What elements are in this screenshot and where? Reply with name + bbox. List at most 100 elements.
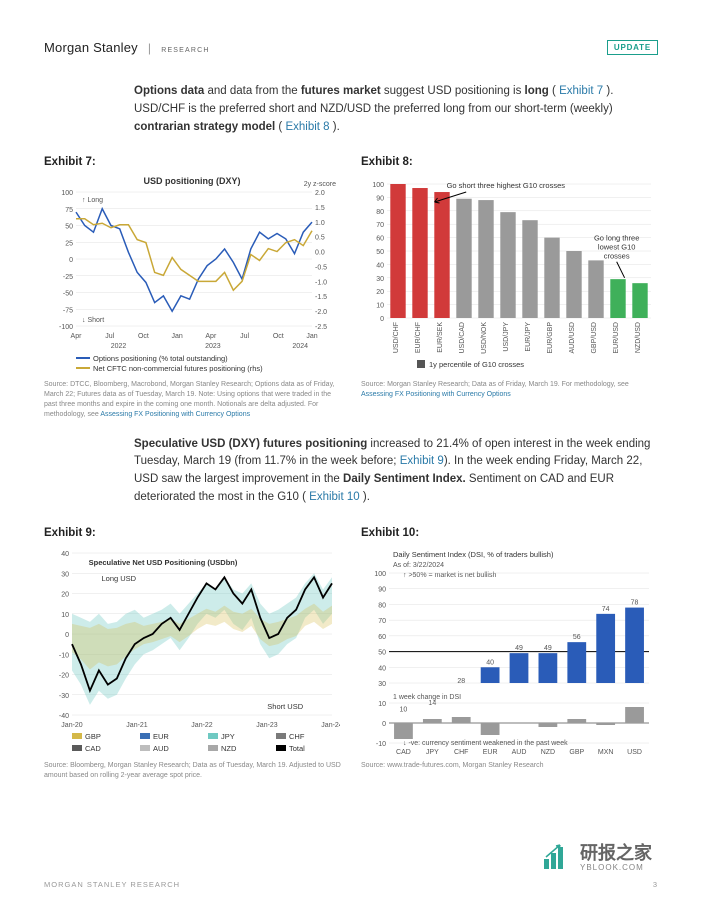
watermark: 研报之家 YBLOOK.COM: [544, 839, 652, 872]
svg-text:2022: 2022: [111, 343, 127, 350]
svg-text:Jan-20: Jan-20: [61, 722, 83, 729]
exhibit-8: Exhibit 8: 0102030405060708090100USD/CHF…: [361, 156, 658, 419]
link-exhibit-7[interactable]: Exhibit 7: [559, 85, 603, 97]
svg-text:0: 0: [69, 257, 73, 264]
link-exhibit-10[interactable]: Exhibit 10: [309, 491, 360, 503]
svg-text:0: 0: [382, 721, 386, 728]
svg-text:90: 90: [376, 196, 384, 203]
svg-text:EUR: EUR: [483, 749, 498, 755]
exhibit-7-source: Source: DTCC, Bloomberg, Macrobond, Morg…: [44, 380, 341, 419]
svg-text:40: 40: [376, 263, 384, 270]
svg-text:60: 60: [376, 236, 384, 243]
svg-text:40: 40: [378, 665, 386, 672]
svg-text:0: 0: [65, 632, 69, 639]
svg-text:JPY: JPY: [426, 749, 439, 755]
svg-text:CHF: CHF: [454, 749, 468, 755]
svg-text:1 week change in DSI: 1 week change in DSI: [393, 694, 461, 701]
svg-text:Jan-24: Jan-24: [321, 722, 340, 729]
svg-text:CAD: CAD: [396, 749, 411, 755]
brand-divider: |: [148, 41, 151, 55]
svg-text:70: 70: [376, 223, 384, 230]
svg-text:10: 10: [61, 612, 69, 619]
svg-text:30: 30: [376, 276, 384, 283]
svg-text:-0.5: -0.5: [315, 265, 327, 272]
p2-bold1: Speculative USD (DXY) futures positionin…: [134, 438, 367, 450]
svg-text:75: 75: [65, 207, 73, 214]
svg-text:2y z-score: 2y z-score: [304, 181, 336, 188]
exhibit-8-title: Exhibit 8:: [361, 156, 658, 168]
chart-ex8: 0102030405060708090100USD/CHFEUR/CHFEUR/…: [361, 174, 657, 374]
svg-text:0: 0: [380, 316, 384, 323]
svg-text:USD positioning (DXY): USD positioning (DXY): [144, 176, 241, 186]
exhibit-9-source: Source: Bloomberg, Morgan Stanley Resear…: [44, 761, 341, 781]
svg-text:Oct: Oct: [138, 333, 149, 340]
svg-text:74: 74: [602, 606, 610, 613]
svg-text:28: 28: [457, 678, 465, 685]
svg-text:↓ Short: ↓ Short: [82, 317, 104, 324]
svg-text:49: 49: [544, 645, 552, 652]
page-number: 3: [653, 880, 658, 889]
exhibit-9-title: Exhibit 9:: [44, 527, 341, 539]
svg-text:NZD/USD: NZD/USD: [635, 322, 642, 353]
svg-text:AUD/USD: AUD/USD: [569, 322, 576, 354]
svg-text:1.0: 1.0: [315, 220, 325, 227]
chart-ex9: -40-30-20-10010203040Jan-20Jan-21Jan-22J…: [44, 545, 340, 755]
svg-text:-50: -50: [63, 291, 73, 298]
p1-bold1: Options data: [134, 85, 204, 97]
svg-text:-75: -75: [63, 308, 73, 315]
p2-bold2: Daily Sentiment Index.: [343, 473, 466, 485]
svg-text:↑ Long: ↑ Long: [82, 197, 103, 204]
svg-text:Long USD: Long USD: [101, 574, 136, 583]
svg-text:Go long threelowest G10crosses: Go long threelowest G10crosses: [594, 234, 639, 261]
svg-text:↓ -ve: currency sentiment weak: ↓ -ve: currency sentiment weakened in th…: [403, 740, 568, 747]
svg-text:56: 56: [573, 634, 581, 641]
svg-text:GBP: GBP: [569, 749, 584, 755]
watermark-sub: YBLOOK.COM: [580, 863, 652, 872]
paragraph-2: Speculative USD (DXY) futures positionin…: [134, 436, 658, 507]
svg-text:USD/JPY: USD/JPY: [503, 322, 510, 352]
svg-text:Options positioning (% total o: Options positioning (% total outstanding…: [93, 354, 228, 363]
svg-text:As of: 3/22/2024: As of: 3/22/2024: [393, 562, 444, 569]
svg-text:100: 100: [372, 182, 384, 189]
svg-text:10: 10: [378, 701, 386, 708]
svg-text:30: 30: [61, 571, 69, 578]
svg-text:20: 20: [376, 290, 384, 297]
svg-text:Jul: Jul: [240, 333, 249, 340]
svg-text:USD/CAD: USD/CAD: [459, 322, 466, 354]
brand: Morgan Stanley | RESEARCH: [44, 40, 210, 55]
link-exhibit-8[interactable]: Exhibit 8: [285, 121, 329, 133]
page-footer: MORGAN STANLEY RESEARCH 3: [44, 880, 658, 889]
watermark-icon: [544, 843, 574, 869]
svg-text:25: 25: [65, 241, 73, 248]
update-badge: UPDATE: [607, 40, 658, 55]
svg-text:-30: -30: [59, 693, 69, 700]
svg-text:MXN: MXN: [598, 749, 614, 755]
svg-text:-2.5: -2.5: [315, 324, 327, 331]
svg-text:EUR/SEK: EUR/SEK: [437, 322, 444, 353]
svg-text:Apr: Apr: [71, 333, 83, 340]
link-exhibit-9[interactable]: Exhibit 9: [400, 455, 444, 467]
ex8-source-link[interactable]: Assessing FX Positioning with Currency O…: [361, 391, 511, 398]
svg-text:-2.0: -2.0: [315, 310, 327, 317]
svg-text:10: 10: [376, 303, 384, 310]
svg-text:40: 40: [61, 551, 69, 558]
svg-text:-100: -100: [59, 324, 73, 331]
svg-text:Total: Total: [289, 744, 305, 753]
svg-text:50: 50: [376, 249, 384, 256]
footer-left: MORGAN STANLEY RESEARCH: [44, 880, 180, 889]
svg-text:-1.0: -1.0: [315, 280, 327, 287]
svg-text:Jan: Jan: [306, 333, 317, 340]
svg-text:NZD: NZD: [541, 749, 555, 755]
svg-text:30: 30: [378, 681, 386, 688]
svg-text:-25: -25: [63, 274, 73, 281]
svg-text:EUR/USD: EUR/USD: [613, 322, 620, 354]
svg-text:Apr: Apr: [205, 333, 217, 340]
svg-text:USD/NOK: USD/NOK: [481, 322, 488, 354]
svg-text:1.5: 1.5: [315, 205, 325, 212]
svg-text:0.5: 0.5: [315, 235, 325, 242]
ex7-source-link[interactable]: Assessing FX Positioning with Currency O…: [100, 411, 250, 418]
svg-text:Jan: Jan: [171, 333, 182, 340]
svg-text:2023: 2023: [205, 343, 221, 350]
svg-text:NZD: NZD: [221, 744, 237, 753]
svg-text:0.0: 0.0: [315, 250, 325, 257]
